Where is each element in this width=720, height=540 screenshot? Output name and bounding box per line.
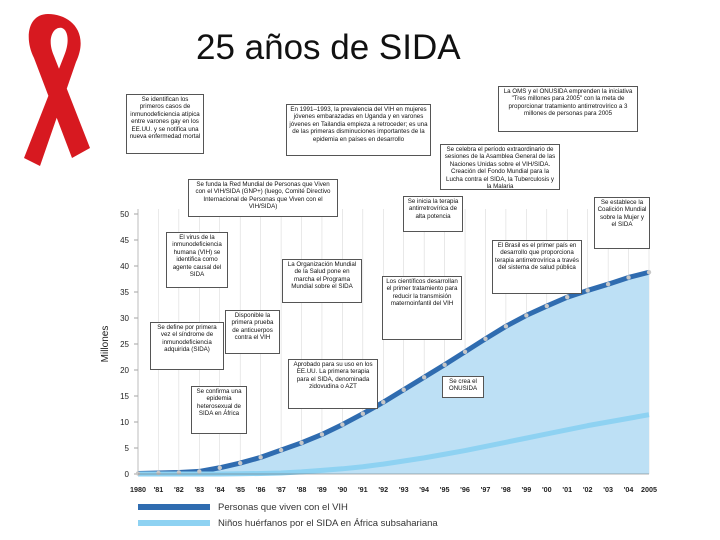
hiv-data-point <box>278 447 284 453</box>
hiv-data-point <box>585 288 590 293</box>
hiv-data-point <box>421 375 427 380</box>
y-tick-label: 25 <box>120 340 129 349</box>
annotation-unaids: Se crea el ONUSIDA <box>442 376 484 398</box>
legend-label: Personas que viven con el VIH <box>218 502 348 513</box>
y-tick-label: 20 <box>120 366 129 375</box>
x-tick-label: '98 <box>501 485 511 494</box>
annotation-antibody-test: Disponible la primera prueba de anticuer… <box>225 310 280 354</box>
x-tick-label: '91 <box>358 485 368 494</box>
red-ribbon-icon <box>24 14 90 166</box>
hiv-data-point <box>462 349 468 354</box>
hiv-data-point <box>197 469 202 474</box>
x-tick-label: '04 <box>624 485 634 494</box>
annotation-1991-uganda-thailand: En 1991–1993, la prevalencia del VIH en … <box>286 104 431 156</box>
annotation-haart: Se inicia la terapia antirretrovírica de… <box>403 196 463 232</box>
x-tick-label: '95 <box>440 485 450 494</box>
y-tick-label: 50 <box>120 210 129 219</box>
chart-panel: 0 5 10 15 20 25 30 35 40 45 50 Millones 1980 '81 '82 '8… <box>96 74 661 534</box>
annotation-azt: Aprobado para su uso en los EE.UU. La pr… <box>288 359 378 409</box>
y-tick-label: 40 <box>120 262 129 271</box>
x-tick-label: '83 <box>194 485 204 494</box>
x-tick-label: '97 <box>481 485 491 494</box>
hiv-data-point <box>646 270 652 275</box>
x-tick-label: '86 <box>256 485 266 494</box>
hiv-data-point <box>626 275 631 280</box>
annotation-three-by-five: La OMS y el ONUSIDA emprenden la iniciat… <box>498 86 638 132</box>
x-tick-label: '01 <box>562 485 572 494</box>
hiv-data-point <box>217 465 222 470</box>
legend-label: Niños huérfanos por el SIDA en África su… <box>218 518 438 529</box>
annotation-global-coalition-women: Se establece la Coalición Mundial sobre … <box>594 197 650 249</box>
x-tick-label: 1980 <box>130 485 146 494</box>
y-tick-label: 10 <box>120 418 129 427</box>
x-tick-label: '94 <box>419 485 429 494</box>
hiv-data-point <box>605 282 611 287</box>
hiv-data-point <box>442 362 447 367</box>
y-tick-label: 30 <box>120 314 129 323</box>
hiv-data-point <box>258 455 263 460</box>
annotation-heterosexual-africa: Se confirma una epidemia heterosexual de… <box>191 386 247 434</box>
hiv-data-point <box>381 400 386 405</box>
x-tick-label: '92 <box>378 485 388 494</box>
hiv-data-point <box>340 422 345 427</box>
hiv-data-point <box>544 303 549 309</box>
hiv-data-point <box>135 471 141 476</box>
hiv-data-point <box>238 460 243 466</box>
slide-title: 25 años de SIDA <box>196 28 461 67</box>
annotation-gnp-plus: Se funda la Red Mundial de Personas que … <box>188 179 338 217</box>
x-tick-label: '82 <box>174 485 184 494</box>
hiv-timeline-chart: 0 5 10 15 20 25 30 35 40 45 50 Millones 1980 '81 '82 '8… <box>100 209 657 529</box>
hiv-series-line <box>137 269 650 476</box>
legend-swatch <box>138 520 210 526</box>
hiv-data-point <box>360 411 366 416</box>
hiv-data-point <box>483 336 488 341</box>
annotation-who-programme: La Organización Mundial de la Salud pone… <box>282 259 362 303</box>
annotation-virus-identified: El virus de la inmunodeficiencia humana … <box>166 232 228 288</box>
hiv-area-fill <box>138 272 649 474</box>
legend-swatch <box>138 504 210 510</box>
x-tick-label: '81 <box>154 485 164 494</box>
x-tick-label: '89 <box>317 485 327 494</box>
annotation-mtct-treatment: Los científicos desarrollan el primer tr… <box>382 276 462 340</box>
x-tick-label: '88 <box>297 485 307 494</box>
x-tick-label: '00 <box>542 485 552 494</box>
hiv-data-point <box>503 324 509 329</box>
hiv-data-point <box>176 470 182 475</box>
y-axis-title: Millones <box>100 326 111 363</box>
x-tick-label: 2005 <box>641 485 657 494</box>
hiv-data-point <box>299 440 304 445</box>
y-tick-label: 15 <box>120 392 129 401</box>
hiv-data-point <box>319 432 325 437</box>
annotation-1981-gay-men: Se identifican los primeros casos de inm… <box>126 94 204 154</box>
hiv-data-point <box>156 470 161 476</box>
hiv-data-point <box>524 313 529 318</box>
y-tick-label: 45 <box>120 236 129 245</box>
x-tick-label: '99 <box>522 485 532 494</box>
hiv-data-point <box>401 387 406 392</box>
annotation-aids-defined: Se define por primera vez el síndrome de… <box>150 322 224 370</box>
y-tick-label: 0 <box>125 470 130 479</box>
x-tick-label: '87 <box>276 485 286 494</box>
x-tick-label: '93 <box>399 485 409 494</box>
annotation-brazil-art: El Brasil es el primer país en desarroll… <box>492 240 582 294</box>
y-tick-label: 5 <box>125 444 130 453</box>
x-tick-label: '84 <box>215 485 225 494</box>
annotation-ungass-global-fund: Se celebra el período extraordinario de … <box>440 144 560 190</box>
x-tick-label: '85 <box>235 485 245 494</box>
x-tick-label: '03 <box>603 485 613 494</box>
y-tick-label: 35 <box>120 288 129 297</box>
x-tick-label: '90 <box>338 485 348 494</box>
x-tick-label: '96 <box>460 485 470 494</box>
hiv-data-point <box>565 295 570 300</box>
x-tick-label: '02 <box>583 485 593 494</box>
